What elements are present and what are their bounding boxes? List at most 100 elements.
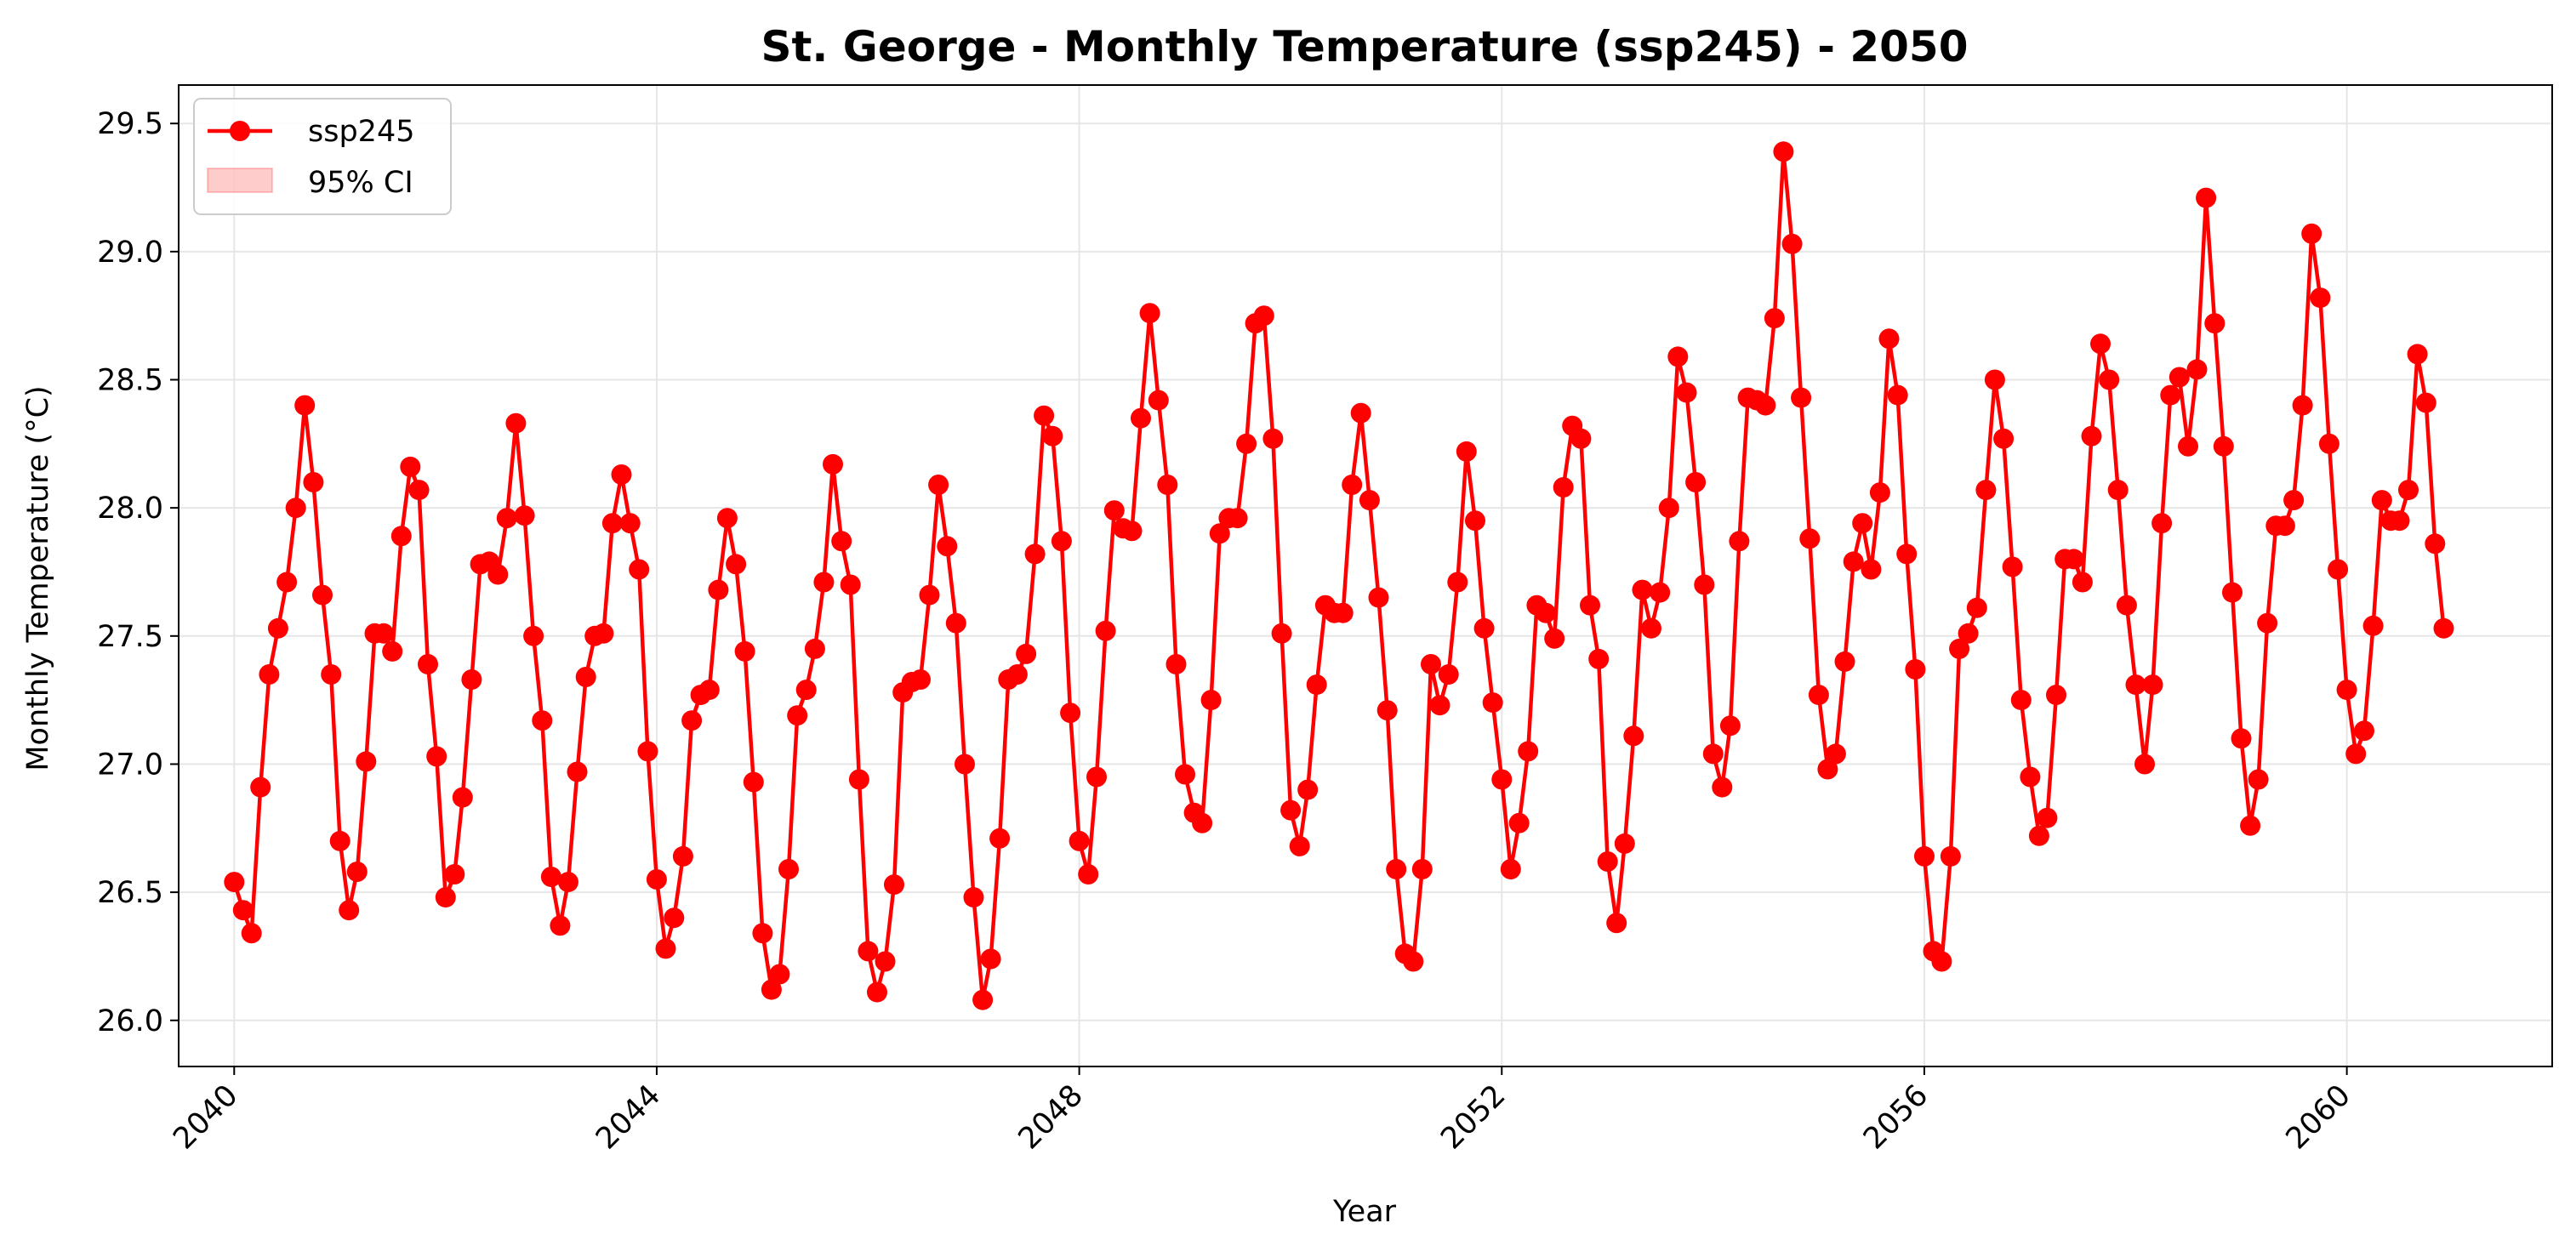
y-axis-label: Monthly Temperature (°C): [21, 385, 55, 771]
data-point: [1429, 695, 1450, 716]
chart-title: St. George - Monthly Temperature (ssp245…: [761, 22, 1968, 71]
data-point: [1623, 725, 1644, 747]
data-point: [2257, 612, 2278, 634]
data-point: [540, 867, 561, 887]
data-point: [1878, 328, 1900, 350]
data-point: [1702, 743, 1724, 765]
data-point: [2398, 480, 2419, 501]
data-point: [1799, 528, 1821, 549]
data-point: [867, 981, 887, 1003]
data-point: [567, 761, 588, 782]
data-point: [329, 830, 350, 851]
data-point: [259, 664, 280, 685]
data-point: [250, 776, 271, 798]
data-point: [303, 472, 324, 492]
data-point: [1095, 620, 1116, 641]
data-point: [2072, 572, 2093, 593]
y-tick-label: 26.0: [97, 1004, 163, 1038]
data-point: [1306, 674, 1327, 696]
data-point: [884, 874, 904, 896]
y-tick-label: 27.5: [97, 620, 163, 654]
data-point: [2213, 435, 2234, 457]
data-point: [1843, 551, 1864, 572]
data-point: [1350, 402, 1371, 424]
data-point: [1940, 845, 1961, 867]
data-point: [2407, 344, 2428, 365]
data-point: [611, 464, 632, 485]
data-point: [664, 907, 685, 929]
y-tick-label: 28.5: [97, 364, 163, 398]
data-point: [980, 948, 1001, 970]
data-point: [312, 584, 333, 606]
data-point: [619, 513, 641, 534]
data-point: [1580, 594, 1600, 616]
data-point: [1386, 859, 1407, 879]
data-point: [1518, 741, 1539, 762]
data-point: [1006, 664, 1028, 685]
data-point: [2425, 533, 2446, 555]
data-point: [1139, 303, 1160, 324]
data-point: [224, 872, 245, 893]
y-tick-label: 29.5: [97, 107, 163, 141]
data-point: [1614, 833, 1635, 854]
data-point: [532, 710, 553, 731]
data-point: [452, 787, 473, 808]
data-point: [972, 989, 994, 1010]
data-point: [778, 859, 799, 879]
data-point: [2354, 720, 2374, 742]
data-point: [1834, 651, 1855, 672]
data-point: [557, 872, 578, 893]
data-point: [1473, 617, 1495, 639]
data-point: [769, 964, 790, 985]
data-point: [1271, 623, 1292, 644]
data-point: [2345, 743, 2367, 765]
data-point: [593, 623, 614, 644]
legend-ci-swatch: [207, 168, 273, 193]
data-point: [426, 746, 447, 767]
data-point: [2134, 754, 2155, 775]
legend-marker-swatch: [230, 121, 250, 141]
data-point: [2081, 425, 2102, 446]
data-point: [2090, 333, 2111, 355]
data-point: [321, 664, 342, 685]
data-point: [1773, 141, 1794, 162]
data-point: [1121, 520, 1143, 542]
data-point: [2231, 728, 2252, 749]
data-point: [2196, 187, 2217, 208]
data-point: [1553, 477, 1574, 498]
data-point: [2204, 313, 2226, 334]
data-point: [2037, 807, 2058, 828]
data-point: [1984, 369, 2005, 390]
data-point: [408, 480, 430, 501]
data-point: [1253, 305, 1274, 327]
data-point: [1024, 543, 1046, 565]
data-point: [1086, 766, 1107, 788]
data-point: [937, 536, 958, 557]
y-tick-label: 29.0: [97, 236, 163, 270]
data-point: [382, 640, 403, 662]
data-point: [2292, 395, 2313, 416]
data-point: [1368, 587, 1389, 608]
data-point: [955, 754, 975, 775]
data-point: [356, 751, 377, 772]
data-point: [1597, 851, 1618, 872]
data-point: [804, 638, 825, 659]
data-point: [2222, 582, 2243, 603]
x-axis-label: Year: [1332, 1195, 1397, 1229]
data-point: [2433, 617, 2454, 639]
data-point: [646, 869, 667, 890]
data-point: [1078, 864, 1099, 884]
data-point: [1712, 776, 1733, 798]
data-point: [1966, 597, 1987, 618]
data-point: [523, 625, 544, 646]
data-point: [787, 705, 808, 726]
data-point: [1650, 582, 1671, 603]
data-point: [1570, 428, 1592, 449]
data-point: [1034, 405, 1055, 426]
data-point: [1791, 387, 1812, 408]
y-tick-label: 26.5: [97, 876, 163, 910]
data-point: [858, 941, 879, 962]
data-point: [373, 623, 394, 644]
data-point: [1536, 602, 1556, 623]
data-point: [496, 508, 517, 529]
